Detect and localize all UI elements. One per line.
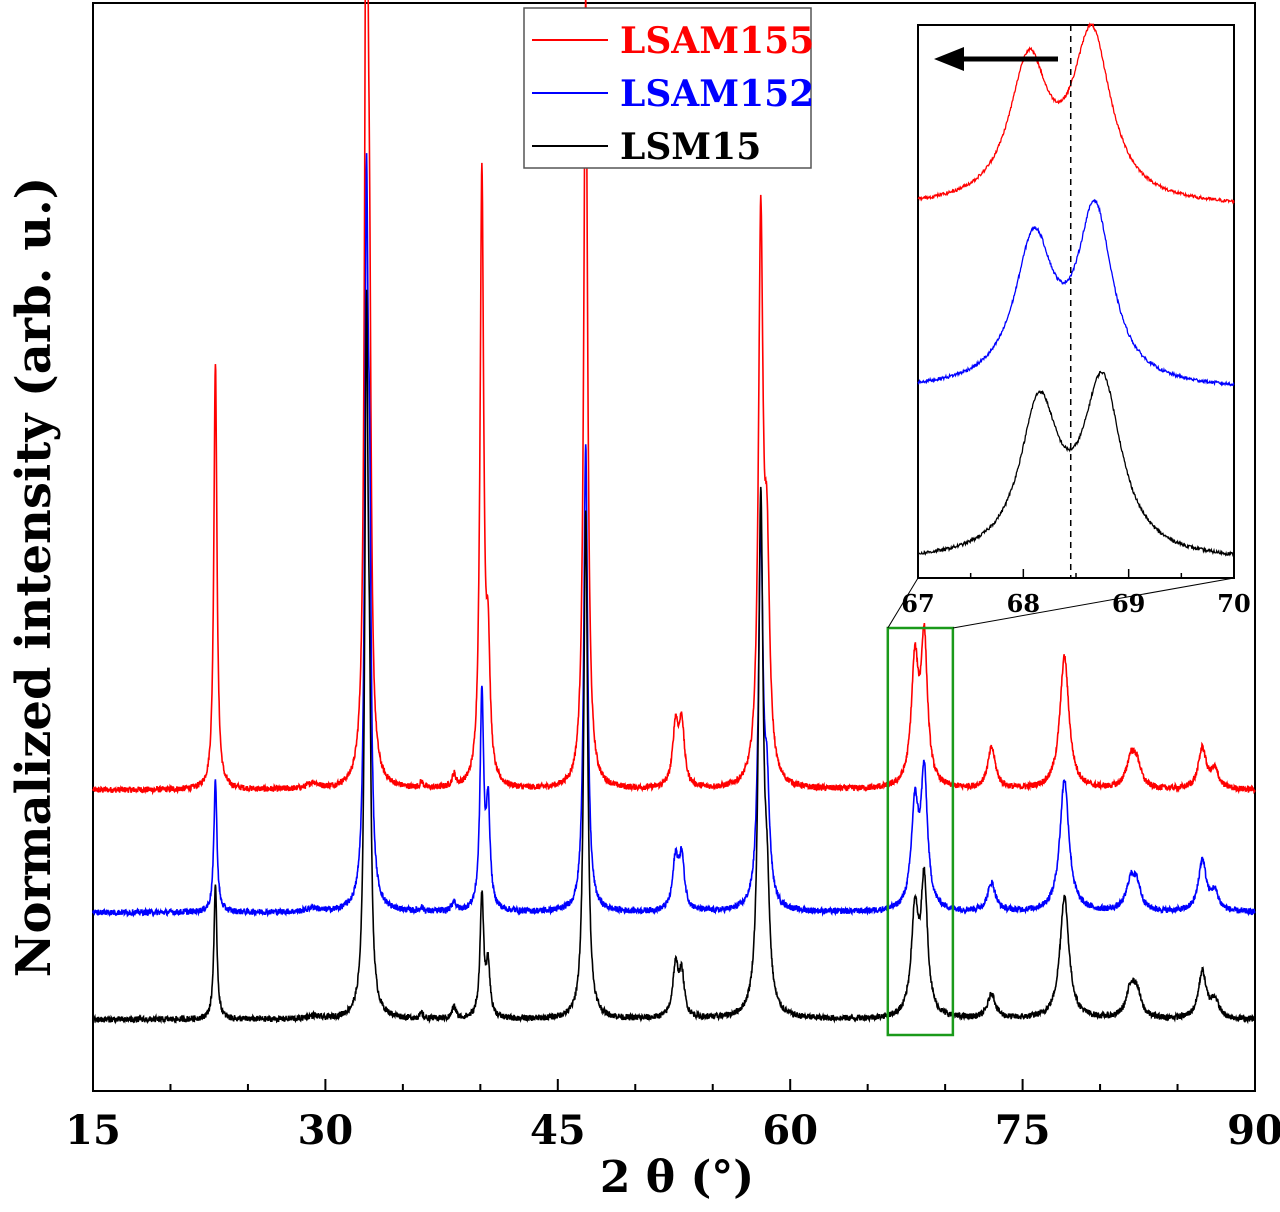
zoom-region-box xyxy=(886,626,955,1037)
inset-series-line-lsam155 xyxy=(917,22,1235,206)
x-tick-label: 75 xyxy=(995,1107,1051,1154)
zoom-connector-left xyxy=(887,577,919,629)
main-plot: 15 30 45 60 75 90 2 θ (°) Normalized intensit… xyxy=(6,0,1280,1203)
inset-x-tick-label: 69 xyxy=(1112,589,1145,618)
x-axis-label: 2 θ (°) xyxy=(600,1152,754,1203)
inset-x-tick-label: 68 xyxy=(1007,589,1040,618)
main-x-tick-labels: 15 30 45 60 75 90 xyxy=(65,1107,1280,1154)
inset-x-tick-label: 70 xyxy=(1217,589,1250,618)
main-plot-frame xyxy=(92,2,1256,1092)
inset-x-ticks xyxy=(917,569,1235,578)
legend-box xyxy=(523,7,812,169)
legend: LSAM155 LSAM152 LSM15 xyxy=(523,7,814,169)
legend-label: LSAM152 xyxy=(620,73,814,115)
y-axis-label: Normalized intensity (arb. u.) xyxy=(6,177,62,978)
inset-plot: 67 68 69 70 xyxy=(901,22,1251,618)
inset-x-tick-labels: 67 68 69 70 xyxy=(901,589,1250,618)
main-series-group xyxy=(92,0,1256,1025)
inset-series-group xyxy=(917,22,1235,557)
inset-series-line-lsm15 xyxy=(917,370,1235,557)
series-line-lsam152 xyxy=(92,153,1256,918)
inset-plot-frame xyxy=(917,24,1235,579)
legend-label: LSM15 xyxy=(620,126,761,168)
x-tick-label: 30 xyxy=(298,1107,354,1154)
inset-x-tick-label: 67 xyxy=(901,589,934,618)
shift-arrow xyxy=(934,47,1058,71)
x-tick-label: 15 xyxy=(65,1107,121,1154)
legend-entries: LSAM155 LSAM152 LSM15 xyxy=(532,20,814,168)
zoom-connector-right xyxy=(952,577,1235,629)
series-line-lsm15 xyxy=(92,289,1256,1025)
inset-series-line-lsam152 xyxy=(917,198,1235,387)
x-tick-label: 90 xyxy=(1227,1107,1280,1154)
x-tick-label: 60 xyxy=(762,1107,818,1154)
main-x-ticks xyxy=(92,1079,1256,1091)
x-tick-label: 45 xyxy=(530,1107,586,1154)
legend-label: LSAM155 xyxy=(620,20,814,62)
series-line-lsam155 xyxy=(92,0,1256,796)
